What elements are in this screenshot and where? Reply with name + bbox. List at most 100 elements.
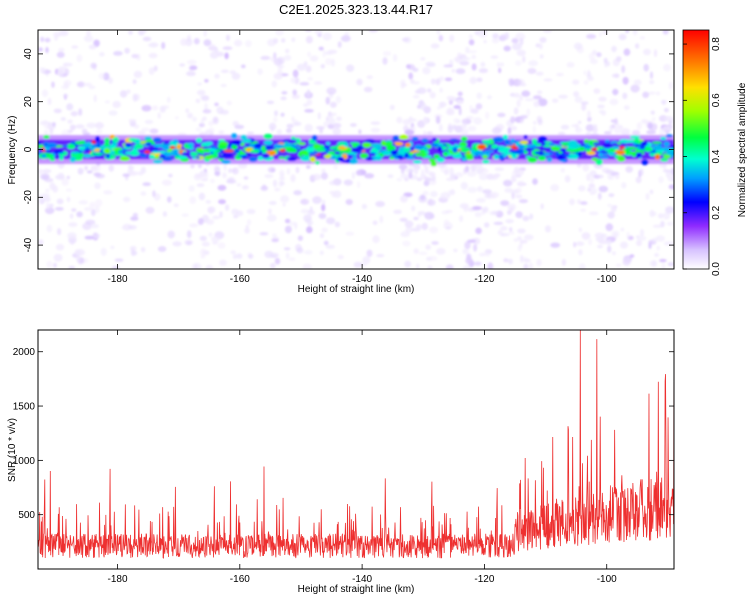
spectrogram-band-cell (299, 150, 309, 155)
spectrogram-noise-cell (366, 249, 373, 257)
spectrogram-noise-cell (299, 82, 310, 86)
spectrogram-noise-cell (411, 227, 421, 232)
spectrogram-noise-cell (517, 244, 522, 252)
spectrogram-noise-cell (585, 124, 595, 132)
spectrogram-noise-cell (67, 119, 73, 124)
spectrogram-band-cell (112, 136, 119, 143)
spectrogram-noise-cell (226, 100, 232, 106)
spectrogram-band-cell (202, 146, 210, 149)
spectrogram-noise-cell (321, 227, 328, 233)
spectrogram-noise-cell (465, 256, 473, 265)
spectrogram-noise-cell (96, 128, 103, 135)
spectrogram-noise-cell (516, 49, 526, 57)
spectrogram-noise-cell (219, 211, 223, 218)
spectrogram-noise-cell (204, 78, 209, 83)
spectrogram-noise-cell (500, 200, 510, 207)
spectrogram-noise-cell (67, 232, 77, 240)
spectrogram-noise-cell (429, 92, 436, 99)
spectrogram-noise-cell (305, 164, 311, 169)
spectrogram-noise-cell (113, 51, 123, 56)
spectrogram-noise-cell (615, 263, 622, 267)
spectrogram-noise-cell (511, 43, 522, 51)
spectrogram-noise-cell (622, 92, 628, 100)
spectrogram-noise-cell (398, 164, 408, 170)
spectrogram-noise-cell (453, 57, 461, 62)
spectrogram-noise-cell (425, 61, 436, 67)
spectrogram-band-cell (263, 133, 273, 140)
spectrogram-noise-cell (460, 182, 468, 190)
spectrogram-noise-cell (515, 187, 522, 194)
snr-frame (37, 329, 675, 570)
spectrogram-band-cell (419, 150, 427, 153)
spectrogram-noise-cell (61, 178, 69, 186)
spectrogram-noise-cell (382, 57, 388, 65)
spectrogram-noise-cell (214, 73, 220, 79)
spectrogram-noise-cell (427, 265, 433, 269)
spectrogram-band-cell (104, 137, 110, 144)
spectrogram-noise-cell (576, 199, 582, 205)
spectrogram-noise-cell (141, 105, 152, 112)
spectrogram-noise-cell (268, 208, 272, 215)
spectrogram-noise-cell (126, 89, 131, 94)
spectrogram-noise-cell (306, 99, 313, 106)
spectrogram-noise-cell (52, 185, 58, 193)
spectrogram-band-cell (181, 152, 192, 156)
spectrogram-band-cell (41, 154, 47, 158)
spectrogram-noise-cell (206, 219, 215, 225)
spectrogram-noise-cell (490, 174, 499, 180)
spectrogram-band-cell (105, 153, 111, 159)
spectrogram-band-cell (134, 143, 144, 149)
spectrogram-band-cell (243, 138, 252, 143)
spectrogram-band-cell (405, 156, 416, 160)
spectrogram-noise-cell (456, 119, 461, 123)
spectrogram-band-cell (45, 149, 52, 154)
spectrogram-noise-cell (295, 76, 299, 85)
spectrogram-noise-cell (76, 54, 83, 63)
colorbar-tick-label: 0.4 (711, 149, 722, 163)
spectrogram-band-cell (650, 153, 655, 157)
spectrogram-noise-cell (643, 48, 651, 56)
spectrogram-noise-cell (460, 128, 469, 136)
spectrogram-noise-cell (94, 199, 103, 207)
spectrogram-band-cell (189, 151, 198, 157)
spectrogram-noise-cell (515, 211, 523, 219)
spectrogram-band-cell (415, 152, 422, 157)
spectrogram-noise-cell (333, 190, 342, 198)
spectrogram-noise-cell (211, 236, 220, 243)
spectrogram-noise-cell (594, 232, 605, 239)
spectrogram-noise-cell (108, 164, 115, 172)
spectrogram-noise-cell (425, 244, 432, 250)
spectrogram-band-cell (482, 154, 488, 159)
spectrogram-noise-cell (636, 240, 642, 247)
spectrogram-noise-cell (539, 37, 547, 43)
spectrogram-band-cell (144, 150, 151, 154)
spectrogram-noise-cell (421, 169, 425, 176)
spectrogram-noise-cell (467, 239, 476, 243)
spectrogram-noise-cell (493, 221, 504, 225)
spectrogram-noise-cell (38, 239, 44, 245)
spectrogram-noise-cell (662, 99, 666, 105)
spectrogram-noise-cell (84, 235, 95, 240)
spectrogram-noise-cell (195, 127, 202, 132)
spectrogram-noise-cell (241, 64, 246, 69)
spectrogram-noise-cell (448, 99, 453, 105)
spectrogram-noise-cell (498, 67, 502, 74)
spectrogram-noise-cell (318, 213, 327, 219)
spectrogram-noise-cell (455, 172, 464, 178)
spectrogram-noise-cell (598, 96, 607, 102)
spectrogram-band-cell (550, 146, 561, 152)
spectrogram-noise-cell (65, 188, 72, 192)
spectrogram-noise-cell (407, 64, 416, 71)
spectrogram-noise-cell (500, 33, 507, 42)
spectrogram-band-cell (103, 148, 111, 154)
spectrogram-band-cell (582, 145, 593, 149)
spectrogram-noise-cell (285, 252, 290, 260)
spectrogram-band-cell (666, 134, 673, 138)
spectrogram-noise-cell (205, 264, 214, 269)
snr-x-label: Height of straight line (km) (298, 584, 415, 595)
spectrogram-noise-cell (49, 203, 54, 208)
spectrogram-noise-cell (508, 78, 515, 87)
spectrogram-noise-cell (140, 247, 146, 253)
spectrogram-band-cell (421, 138, 429, 143)
spectrogram-noise-cell (189, 223, 199, 228)
